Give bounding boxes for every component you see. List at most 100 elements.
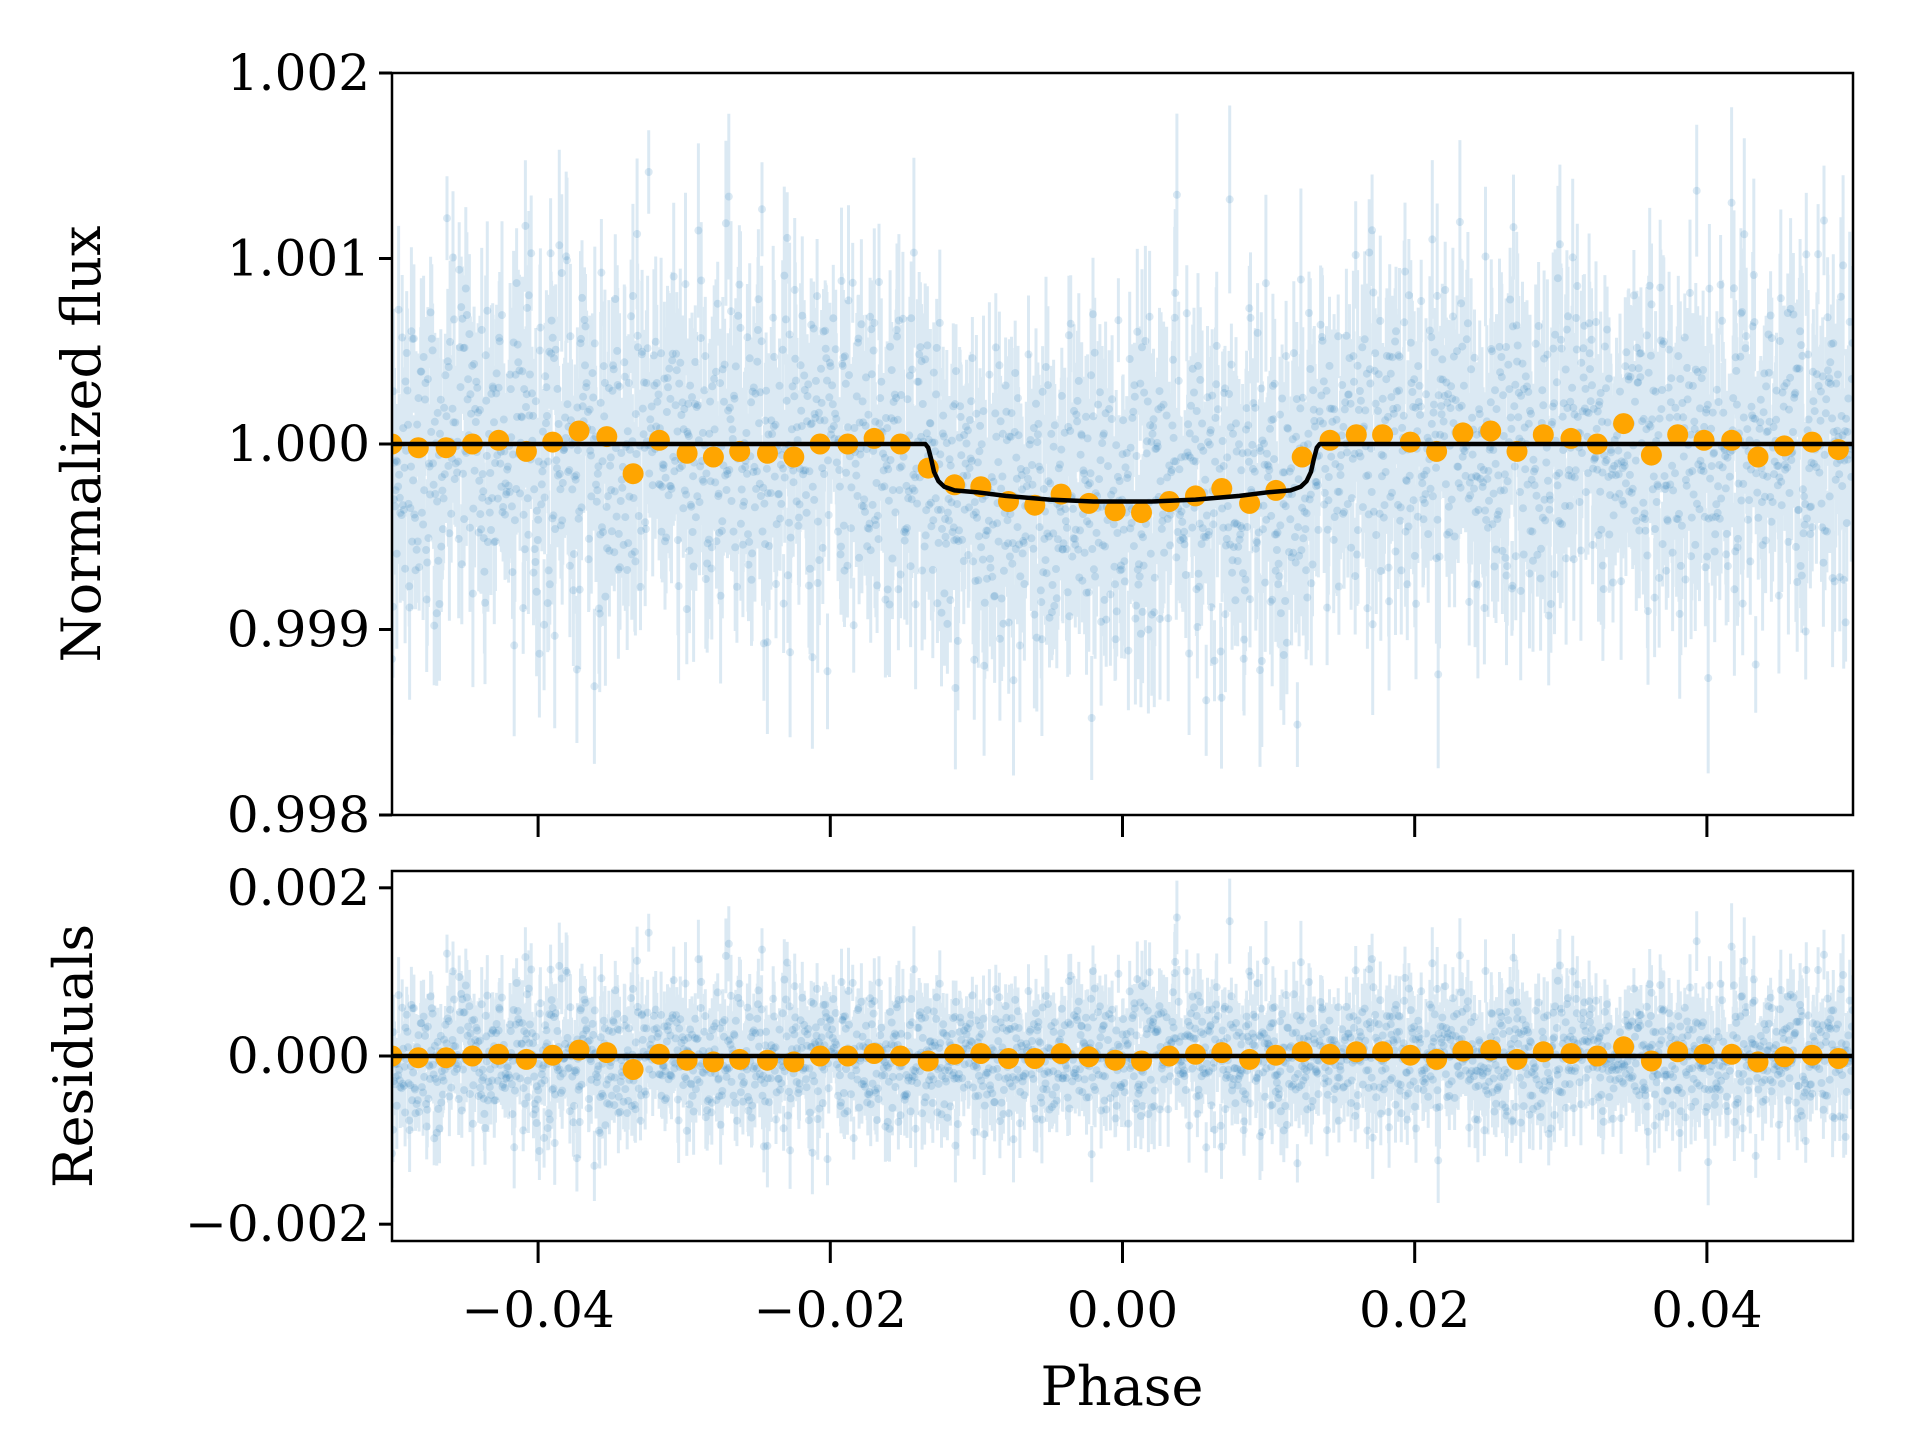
residuals-raw-point (950, 1074, 959, 1083)
flux-raw-point (1225, 390, 1233, 398)
flux-raw-point (1343, 500, 1352, 509)
flux-raw-point (1774, 461, 1783, 470)
flux-raw-point (478, 493, 487, 502)
flux-raw-point (1030, 610, 1039, 619)
residuals-raw-point (796, 1016, 805, 1025)
residuals-raw-point (1153, 1025, 1162, 1034)
flux-raw-point (1527, 409, 1535, 418)
flux-raw-point (1167, 466, 1176, 474)
residuals-raw-point (1495, 1082, 1504, 1091)
residuals-raw-point (848, 978, 857, 987)
flux-raw-point (1226, 540, 1235, 549)
residuals-raw-point (404, 1043, 412, 1052)
flux-raw-point (610, 487, 619, 496)
residuals-raw-point (889, 1032, 898, 1041)
residuals-raw-point (1098, 1025, 1107, 1034)
flux-raw-point (581, 322, 590, 331)
flux-raw-point (1511, 380, 1520, 389)
residuals-raw-point (1257, 1004, 1266, 1013)
residuals-raw-point (411, 1109, 420, 1118)
flux-raw-point (437, 473, 446, 482)
flux-raw-point (859, 418, 868, 427)
residuals-raw-point (1222, 1073, 1230, 1082)
flux-raw-point (652, 379, 661, 387)
residuals-raw-point (525, 1020, 534, 1029)
flux-raw-point (1212, 380, 1221, 389)
flux-raw-point (1052, 565, 1060, 573)
flux-raw-point (1394, 351, 1403, 360)
flux-raw-point (786, 533, 795, 542)
flux-raw-point (596, 530, 605, 539)
flux-raw-point (922, 429, 931, 438)
residuals-raw-point (495, 1005, 504, 1014)
residuals-raw-point (1434, 1029, 1443, 1038)
residuals-raw-point (1224, 1065, 1233, 1074)
flux-raw-point (669, 452, 678, 461)
residuals-raw-point (1412, 1124, 1420, 1133)
flux-raw-point (1298, 503, 1307, 512)
flux-raw-point (765, 542, 774, 550)
residuals-raw-point (1204, 1026, 1213, 1035)
residuals-raw-point (1341, 1033, 1350, 1042)
flux-y-tick-label: 0.999 (227, 601, 370, 659)
residuals-raw-point (932, 1014, 941, 1023)
flux-raw-point (537, 500, 546, 509)
flux-raw-point (429, 480, 438, 489)
residuals-raw-point (762, 1027, 771, 1036)
residuals-raw-point (458, 995, 467, 1004)
residuals-raw-point (885, 1124, 894, 1133)
flux-raw-point (852, 392, 861, 401)
residuals-raw-point (900, 1095, 909, 1104)
flux-raw-point (1821, 526, 1829, 535)
flux-raw-point (1754, 513, 1763, 522)
residuals-raw-point (492, 1020, 501, 1028)
residuals-raw-point (498, 1082, 507, 1091)
flux-raw-point (1171, 457, 1180, 466)
residuals-raw-point (1755, 1045, 1764, 1054)
flux-raw-point (1168, 421, 1177, 430)
residuals-raw-point (1366, 1024, 1375, 1033)
flux-raw-point (461, 284, 470, 293)
residuals-raw-point (1214, 1011, 1222, 1020)
residuals-raw-point (1740, 956, 1749, 965)
flux-raw-point (730, 394, 739, 403)
flux-raw-point (867, 325, 876, 334)
residuals-raw-point (460, 1008, 469, 1017)
residuals-raw-point (1190, 1003, 1198, 1012)
residuals-raw-point (1243, 1032, 1252, 1041)
flux-raw-point (847, 483, 856, 492)
flux-raw-point (1648, 415, 1657, 424)
residuals-raw-point (698, 1068, 707, 1077)
flux-raw-point (1205, 527, 1214, 536)
flux-raw-point (1022, 466, 1031, 475)
residuals-raw-point (1677, 1089, 1686, 1098)
flux-raw-point (580, 315, 589, 324)
residuals-raw-point (645, 1065, 654, 1074)
residuals-raw-point (679, 1081, 688, 1090)
residuals-raw-point (963, 1024, 972, 1033)
residuals-raw-point (911, 1067, 920, 1076)
flux-raw-point (395, 493, 404, 502)
flux-raw-point (1608, 465, 1617, 473)
residuals-raw-point (1406, 1081, 1415, 1090)
flux-raw-point (1688, 467, 1697, 476)
residuals-raw-point (821, 1000, 830, 1009)
residuals-raw-point (1441, 982, 1450, 991)
residuals-raw-point (862, 1021, 870, 1030)
flux-raw-point (1503, 562, 1512, 571)
flux-raw-point (563, 256, 571, 265)
residuals-raw-point (1511, 1025, 1520, 1034)
residuals-raw-point (1482, 1086, 1491, 1095)
residuals-raw-point (1564, 1066, 1573, 1075)
flux-raw-point (608, 386, 617, 395)
residuals-raw-point (600, 1024, 609, 1033)
flux-raw-point (1627, 488, 1636, 497)
residuals-raw-point (724, 939, 733, 948)
residuals-raw-point (1616, 1028, 1624, 1037)
flux-raw-point (1073, 396, 1082, 405)
residuals-raw-point (1195, 1063, 1204, 1071)
flux-raw-point (811, 413, 820, 422)
residuals-raw-point (1712, 1027, 1721, 1036)
residuals-raw-point (1766, 1076, 1775, 1084)
flux-raw-point (538, 427, 547, 436)
